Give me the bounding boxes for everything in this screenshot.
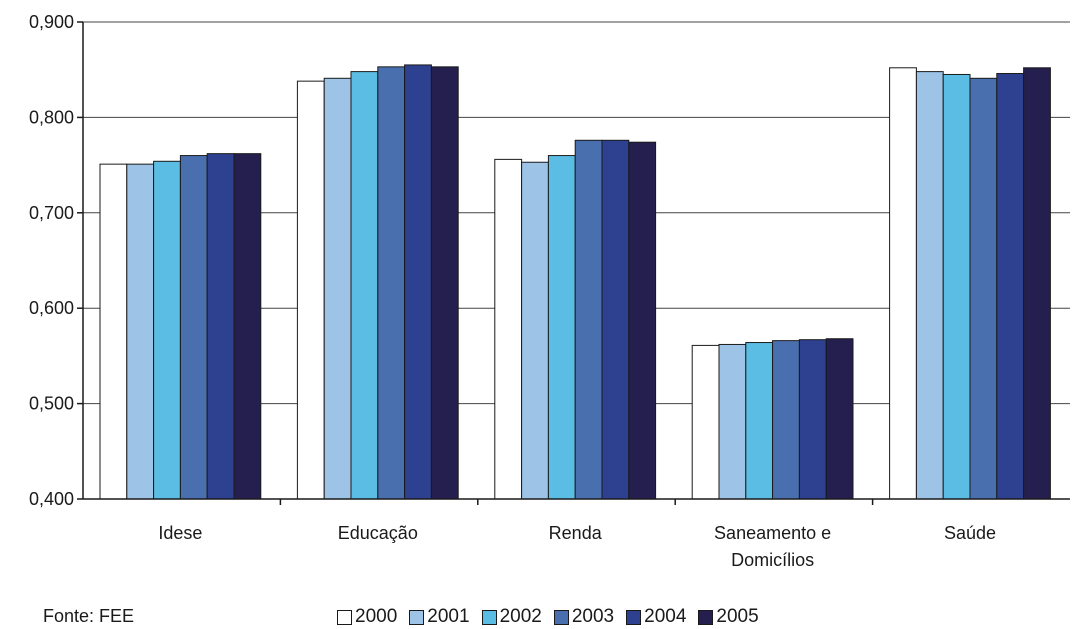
y-tick-label: 0,800 <box>29 107 74 127</box>
bar-2002 <box>350 71 379 500</box>
bar-2005 <box>825 338 854 500</box>
bar-2004 <box>601 139 630 500</box>
bar-2003 <box>179 155 208 500</box>
bar-2005 <box>1023 67 1051 500</box>
bar-2001 <box>915 71 944 500</box>
bar-2005 <box>430 66 459 500</box>
y-tick-label: 0,500 <box>29 394 74 414</box>
legend-swatch <box>553 609 569 625</box>
legend: 2000 2001 2002 2003 2004 2005 <box>337 606 771 628</box>
y-tick-label: 0,900 <box>29 12 74 32</box>
legend-item-2001: 2001 <box>409 606 470 628</box>
bar-2000 <box>889 67 917 500</box>
legend-swatch <box>626 609 642 625</box>
y-tick-label: 0,700 <box>29 203 74 223</box>
y-tick-label: 0,400 <box>29 489 74 509</box>
legend-item-2003: 2003 <box>553 606 615 628</box>
legend-swatch <box>337 609 352 625</box>
bar-2000 <box>494 158 523 500</box>
legend-item-2002: 2002 <box>481 606 542 628</box>
bar-2002 <box>942 73 971 500</box>
legend-swatch <box>698 609 714 625</box>
legend-item-2005: 2005 <box>698 606 759 628</box>
bar-2002 <box>745 342 774 500</box>
legend-label: 2003 <box>571 606 615 627</box>
bar-2005 <box>233 153 262 500</box>
y-tick-labels: 0,900 0,800 0,700 0,600 0,500 0,400 <box>29 12 74 509</box>
bar-2002 <box>153 160 181 500</box>
legend-label: 2004 <box>644 606 687 627</box>
bar-2002 <box>547 155 576 500</box>
legend-label: 2000 <box>355 606 398 627</box>
bar-2004 <box>206 153 235 500</box>
bar-2003 <box>772 340 800 500</box>
category-label: Saúde <box>944 523 996 543</box>
y-tick-label: 0,600 <box>29 298 74 318</box>
legend-item-2000: 2000 <box>337 606 397 628</box>
bar-2001 <box>126 163 155 500</box>
source-note: Fonte: FEE <box>43 606 135 626</box>
bar-2003 <box>969 77 998 500</box>
bar-2003 <box>574 139 603 500</box>
legend-swatch <box>409 609 425 625</box>
bar-2004 <box>404 64 432 500</box>
legend-swatch <box>481 609 497 625</box>
bar-2001 <box>718 343 747 500</box>
category-label: Idese <box>158 523 202 543</box>
bar-2000 <box>99 163 128 500</box>
bar-2004 <box>798 339 827 500</box>
bars <box>99 64 1051 500</box>
bar-2005 <box>628 141 657 500</box>
legend-item-2004: 2004 <box>626 606 686 628</box>
category-label: Renda <box>549 523 603 543</box>
legend-label: 2001 <box>427 606 470 627</box>
category-label: Saneamento e Domicílios <box>714 523 831 570</box>
bar-2003 <box>377 66 406 500</box>
category-labels: Idese Educação Renda Saneamento e Domicílios… <box>158 523 996 570</box>
bar-2000 <box>296 80 325 500</box>
bar-2001 <box>323 77 352 500</box>
bar-2000 <box>691 344 720 500</box>
legend-label: 2002 <box>499 606 542 627</box>
legend-label: 2005 <box>716 606 759 627</box>
axes <box>77 21 1070 505</box>
bar-2001 <box>521 161 549 500</box>
category-label: Educação <box>338 523 418 543</box>
bar-chart: 0,900 0,800 0,700 0,600 0,500 0,400 Idese Educ… <box>29 12 1070 570</box>
bar-2004 <box>996 73 1025 500</box>
